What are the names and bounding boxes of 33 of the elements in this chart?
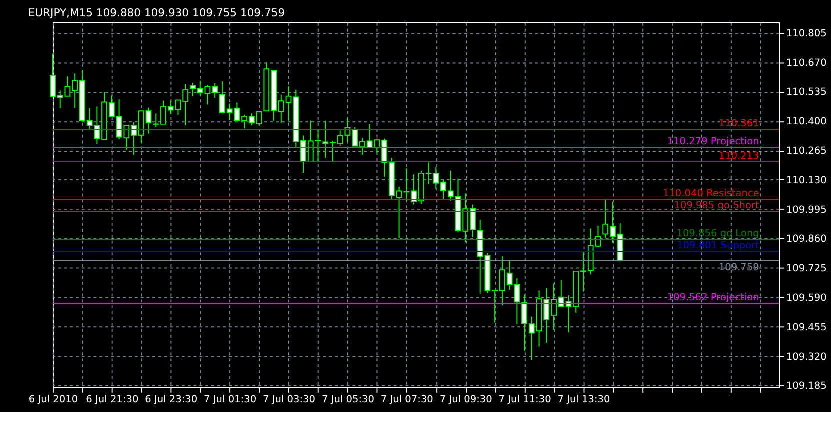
ref-line-label: 109.801 Support xyxy=(677,240,760,252)
ref-line-label: 109.985 go Short xyxy=(674,200,760,212)
x-tick-label: 7 Jul 01:30 xyxy=(204,394,257,406)
x-tick-label: 7 Jul 03:30 xyxy=(263,394,316,406)
x-tick-label: 6 Jul 23:30 xyxy=(145,394,198,406)
y-tick-label: 109.590 xyxy=(786,293,827,304)
y-tick-label: 110.130 xyxy=(786,175,827,186)
ref-line-label: 110.279 Projection xyxy=(667,136,760,148)
ref-line-label: 110.361 xyxy=(718,118,760,130)
x-tick-label: 7 Jul 07:30 xyxy=(380,394,434,406)
ref-line-label: 109.759 xyxy=(718,262,760,274)
x-tick-label: 6 Jul 2010 xyxy=(28,394,78,406)
x-tick-label: 7 Jul 05:30 xyxy=(322,394,374,406)
ref-line-label: 110.213 xyxy=(718,150,760,162)
y-tick-label: 109.995 xyxy=(786,204,827,216)
y-tick-label: 110.535 xyxy=(786,87,827,98)
chart-title: EURJPY,M15 109.880 109.930 109.755 109.759 xyxy=(28,6,286,20)
ref-line-label: 109.856 go Long xyxy=(676,228,760,240)
y-tick-label: 110.805 xyxy=(786,28,827,40)
x-tick-label: 7 Jul 09:30 xyxy=(440,394,492,406)
y-tick-label: 110.670 xyxy=(786,58,827,69)
x-tick-label: 6 Jul 21:30 xyxy=(86,394,139,406)
y-tick-label: 110.265 xyxy=(786,146,827,158)
y-tick-label: 110.400 xyxy=(786,116,827,128)
y-tick-label: 109.455 xyxy=(786,322,827,334)
x-tick-label: 7 Jul 11:30 xyxy=(498,394,552,406)
y-tick-label: 109.185 xyxy=(786,381,827,392)
y-tick-label: 109.725 xyxy=(786,264,827,275)
x-tick-label: 7 Jul 13:30 xyxy=(558,394,610,406)
ref-line-label: 110.040 Resistance xyxy=(662,188,760,200)
y-tick-label: 109.860 xyxy=(786,234,827,246)
ref-line-label: 109.562 Projection xyxy=(667,292,760,304)
y-tick-label: 109.320 xyxy=(786,352,827,363)
